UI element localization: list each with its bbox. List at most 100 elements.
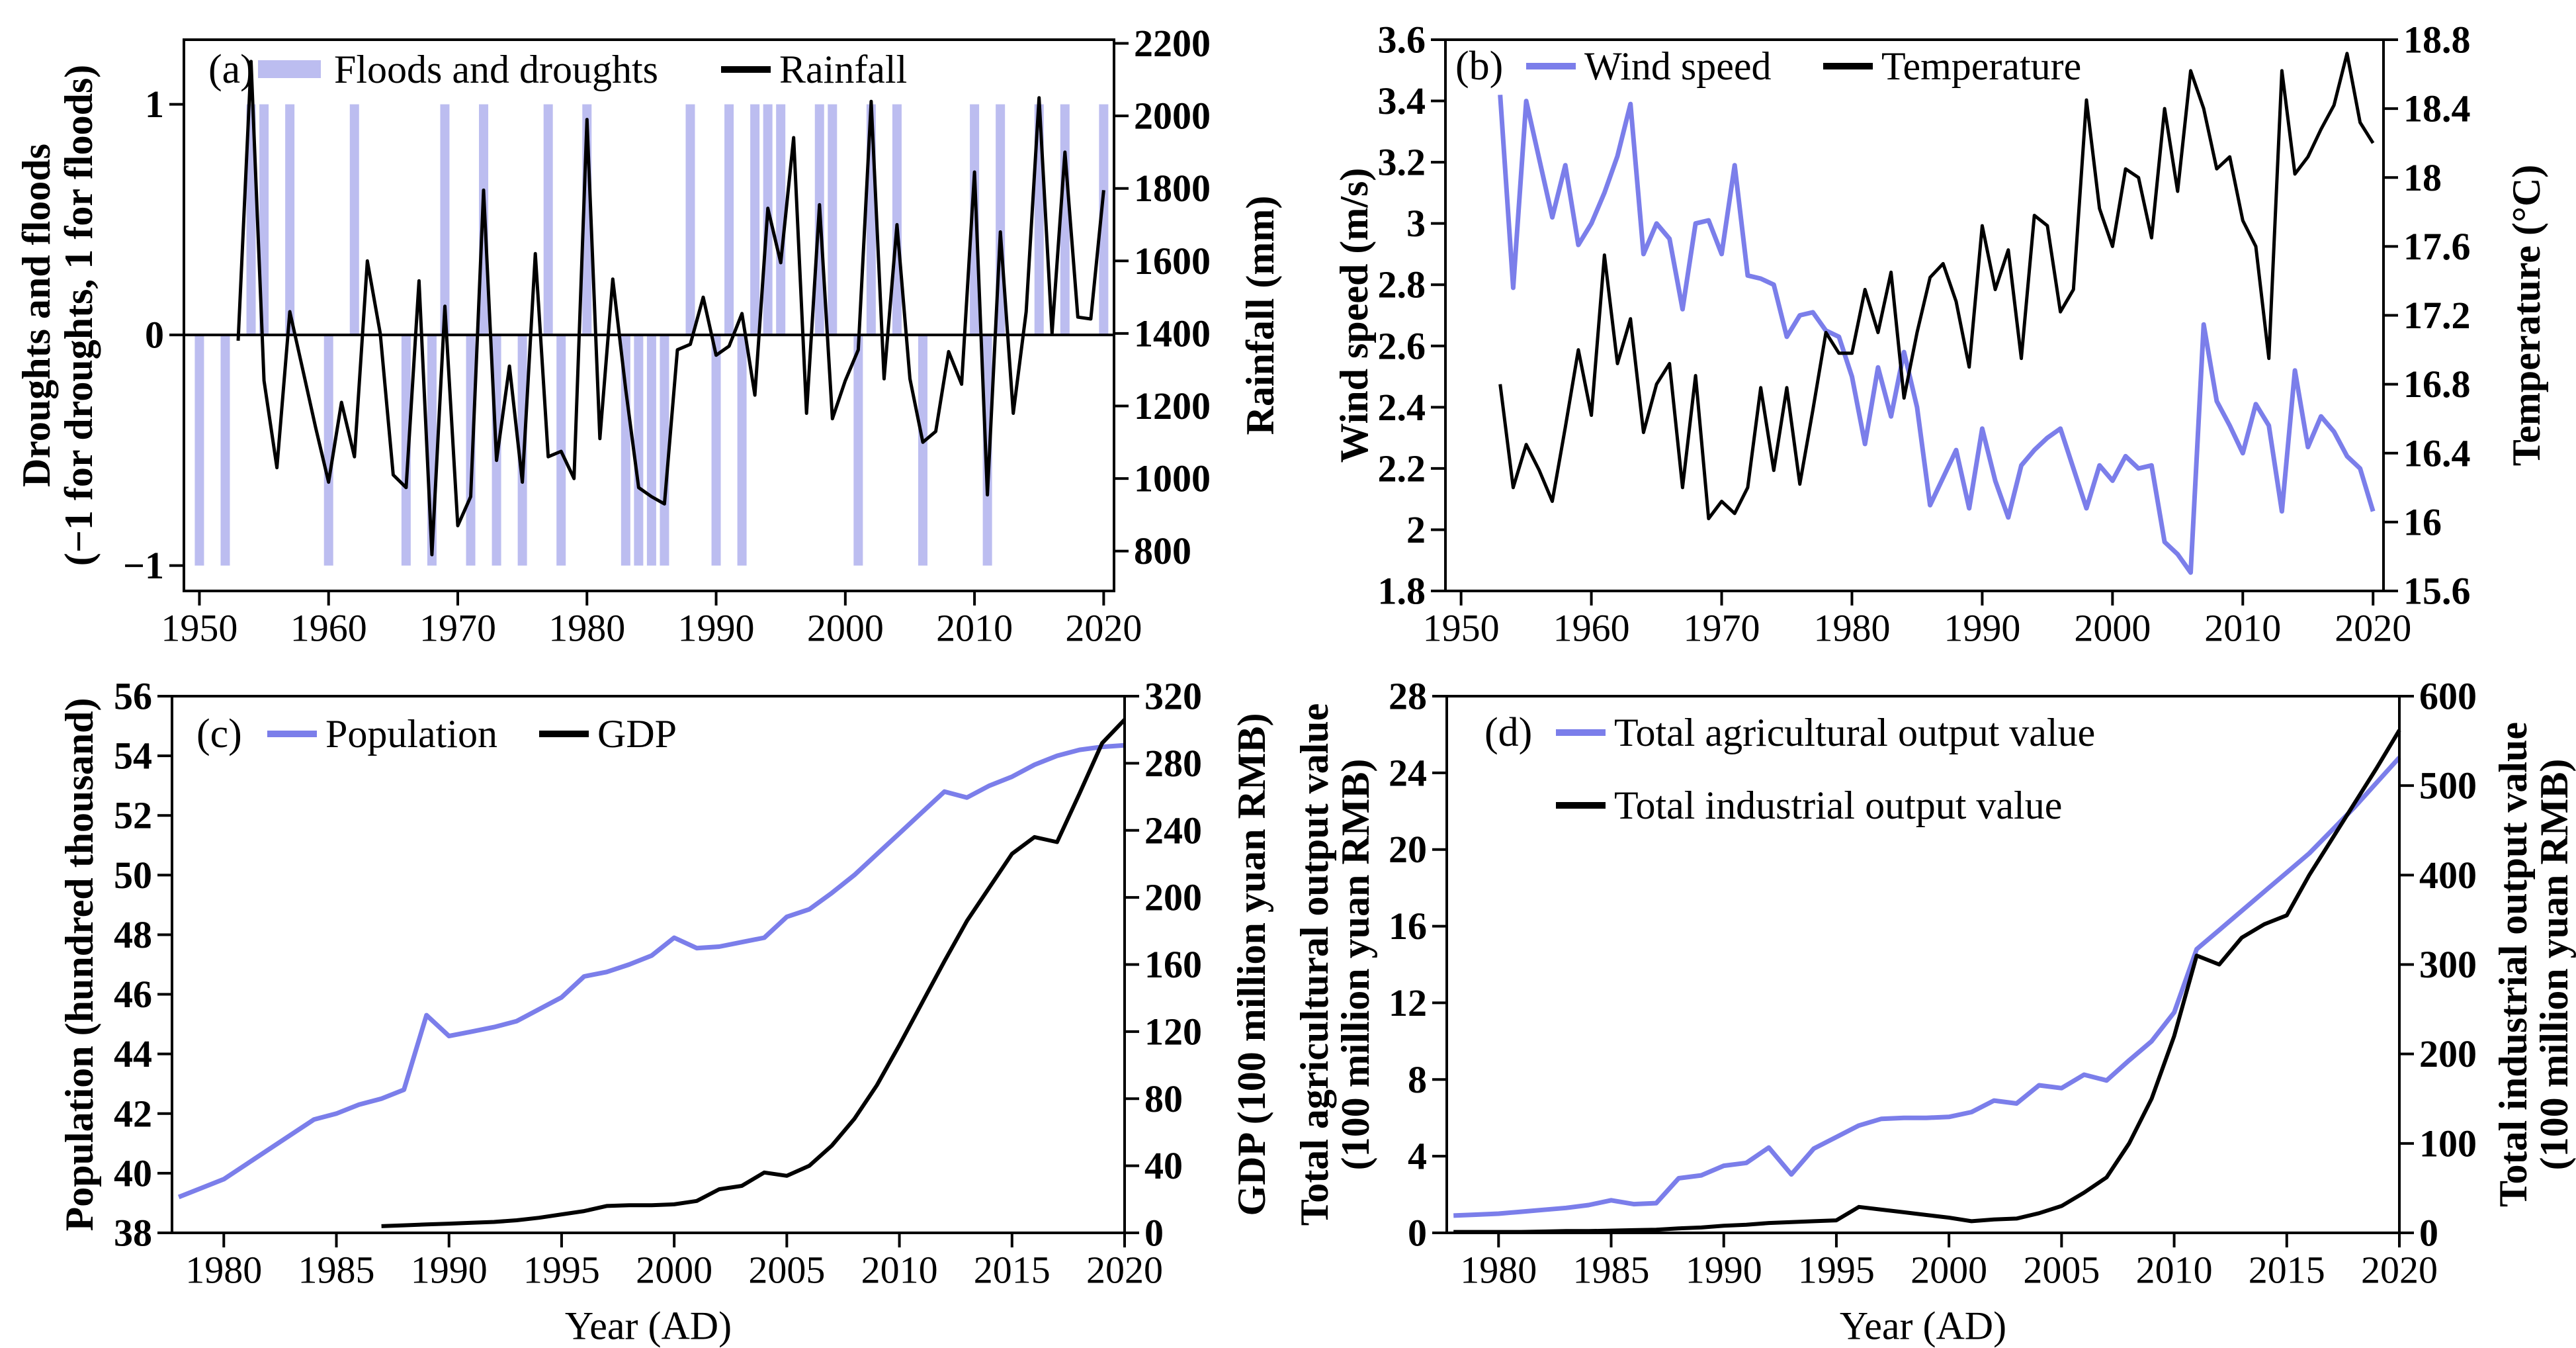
flood-bar xyxy=(724,104,734,336)
x-tick-label: 1990 xyxy=(678,607,755,650)
x-tick-label: 1990 xyxy=(1686,1249,1762,1292)
x-tick-label: 1985 xyxy=(1573,1249,1650,1292)
right-tick-label: 2000 xyxy=(1134,95,1211,138)
left-tick-label: 12 xyxy=(1389,981,1427,1024)
legend-item: Total agricultural output value xyxy=(1556,711,2095,754)
flood-bar xyxy=(440,104,450,336)
left-axis-title: Population (hundred thousand) xyxy=(58,698,101,1232)
right-axis-title: Total industrial output value xyxy=(2491,722,2535,1207)
series-layer xyxy=(184,60,1114,566)
rainfall-line xyxy=(236,60,1105,557)
right-tick-label: 0 xyxy=(1144,1212,1164,1255)
left-tick-label: 38 xyxy=(114,1212,152,1255)
wind-speed-line xyxy=(1498,95,2376,575)
drought-bar xyxy=(517,335,527,566)
right-tick-label: 2200 xyxy=(1134,22,1211,65)
left-axis-title: Droughts and floods xyxy=(15,144,58,487)
flood-bar xyxy=(1099,104,1109,336)
x-tick-label: 2020 xyxy=(1086,1249,1163,1292)
legend: Floods and droughts Rainfall xyxy=(258,48,907,91)
panel-a-chart: 1950 1960 1970 1980 1990 2000 2010 2020 1 0 −1 Drou… xyxy=(0,0,1288,673)
x-axis: 1980 1985 1990 1995 2000 2005 2010 2015 2020 Year… xyxy=(185,1233,1163,1347)
left-tick-label: 8 xyxy=(1408,1058,1427,1101)
panel-c-chart: 1980 1985 1990 1995 2000 2005 2010 2015 2020 Year… xyxy=(0,673,1288,1348)
series-layer xyxy=(1498,52,2376,575)
flood-bar xyxy=(349,104,359,336)
flood-bar xyxy=(285,104,295,336)
x-tick-label: 1990 xyxy=(411,1249,488,1292)
legend-bar-swatch xyxy=(258,60,321,78)
x-tick-label: 1990 xyxy=(1944,607,2020,650)
x-tick-label: 2020 xyxy=(1065,607,1142,650)
x-tick-label: 2020 xyxy=(2361,1249,2438,1292)
x-tick-label: 1995 xyxy=(523,1249,600,1292)
plot-frame xyxy=(1444,38,2385,592)
flood-bar xyxy=(750,104,760,336)
left-tick-label: 16 xyxy=(1389,905,1427,948)
chart-svg-b: 1950 1960 1970 1980 1990 2000 2010 20203.63.43.… xyxy=(1332,19,2548,650)
flood-bar xyxy=(828,104,837,336)
left-tick-label: 0 xyxy=(1408,1212,1427,1255)
right-tick-label: 200 xyxy=(2419,1032,2477,1075)
right-tick-label: 100 xyxy=(2419,1122,2477,1165)
right-tick-label: 800 xyxy=(1134,529,1191,572)
left-tick-label: 20 xyxy=(1389,828,1427,871)
legend-label: Total agricultural output value xyxy=(1614,711,2095,754)
left-axis-title: Total agricultural output value xyxy=(1293,703,1336,1226)
x-tick-label: 2000 xyxy=(2074,607,2151,650)
right-tick-label: 17.2 xyxy=(2403,294,2471,337)
drought-bar xyxy=(634,335,644,566)
right-y-axis: 320 280 240 200 160 120 80 40 0 GDP (100 million … xyxy=(1125,675,1273,1255)
x-tick-label: 1980 xyxy=(1460,1249,1537,1292)
left-tick-label: 42 xyxy=(114,1092,152,1135)
plot-frame xyxy=(183,38,1115,592)
right-axis-title: GDP (100 million yuan RMB) xyxy=(1230,713,1273,1216)
x-tick-label: 2005 xyxy=(2023,1249,2100,1292)
right-tick-label: 400 xyxy=(2419,854,2477,897)
industrial-output-line xyxy=(1453,729,2401,1234)
left-tick-label: 50 xyxy=(114,854,152,897)
x-tick-label: 2015 xyxy=(2249,1249,2325,1292)
left-tick-label: 2.6 xyxy=(1378,324,1426,367)
left-tick-label: 46 xyxy=(114,973,152,1016)
left-tick-label: 2.4 xyxy=(1378,386,1426,429)
series-layer xyxy=(1453,729,2401,1234)
drought-bar xyxy=(401,335,411,566)
right-tick-label: 40 xyxy=(1144,1144,1183,1187)
right-tick-label: 1000 xyxy=(1134,457,1211,500)
right-tick-label: 18 xyxy=(2403,156,2442,199)
flood-bar xyxy=(259,104,269,336)
legend-label: Rainfall xyxy=(779,48,907,91)
flood-bar xyxy=(543,104,553,336)
left-tick-label: 2 xyxy=(1406,508,1426,551)
left-tick-label: 1 xyxy=(145,83,164,126)
right-tick-label: 120 xyxy=(1144,1010,1202,1053)
legend: Population GDP xyxy=(267,712,677,756)
legend-label: Floods and droughts xyxy=(334,48,658,91)
left-tick-label: 24 xyxy=(1389,751,1427,794)
x-axis: 1950 1960 1970 1980 1990 2000 2010 2020 xyxy=(1423,591,2411,650)
x-tick-label: 1980 xyxy=(1813,607,1890,650)
x-tick-label: 2010 xyxy=(2136,1249,2213,1292)
drought-bar xyxy=(982,335,992,566)
chart-svg-d: 1980 1985 1990 1995 2000 2005 2010 2015 2020Year… xyxy=(1293,675,2576,1348)
legend-label: GDP xyxy=(597,712,677,756)
x-tick-label: 2020 xyxy=(2335,607,2411,650)
drought-bar xyxy=(323,335,333,566)
drought-bar xyxy=(660,335,669,566)
x-tick-label: 1950 xyxy=(1423,607,1500,650)
legend-label: Total industrial output value xyxy=(1614,784,2062,827)
right-tick-label: 15.6 xyxy=(2403,570,2471,613)
x-tick-label: 2010 xyxy=(936,607,1013,650)
drought-bar xyxy=(737,335,747,566)
x-tick-label: 2000 xyxy=(1911,1249,1987,1292)
left-tick-label: 2.8 xyxy=(1378,263,1426,306)
right-axis-title: Rainfall (mm) xyxy=(1238,196,1282,435)
x-axis: 1980 1985 1990 1995 2000 2005 2010 2015 2020 Year… xyxy=(1460,1233,2438,1347)
left-tick-label: 3.6 xyxy=(1378,19,1426,62)
left-tick-label: 28 xyxy=(1389,675,1427,718)
legend-item: Population xyxy=(267,712,497,756)
x-tick-label: 2010 xyxy=(861,1249,938,1292)
x-tick-label: 1970 xyxy=(1684,607,1760,650)
